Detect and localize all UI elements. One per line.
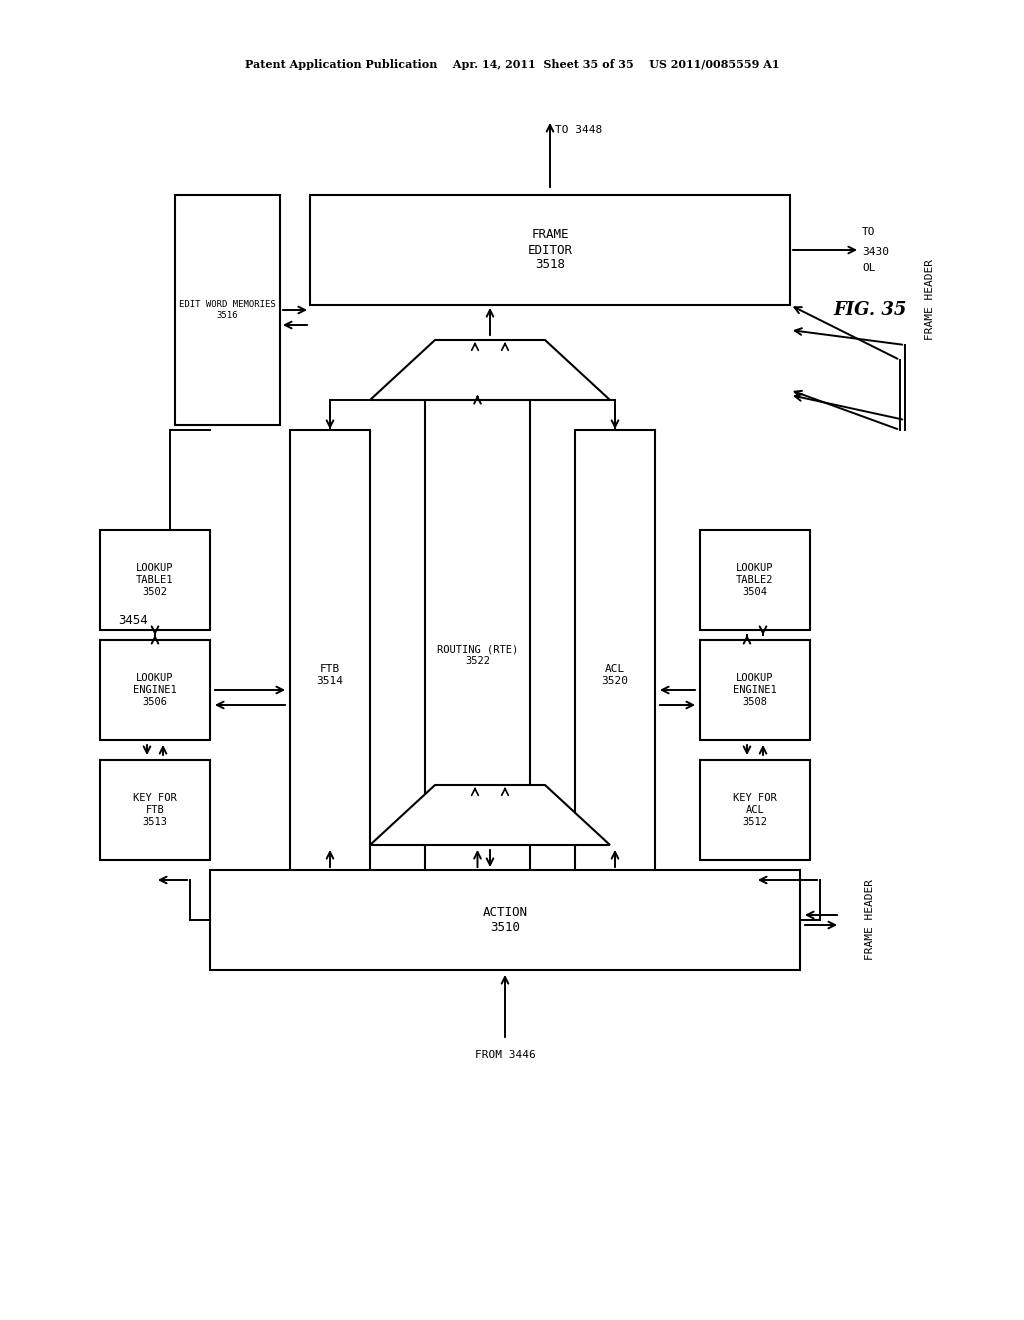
Text: KEY FOR
ACL
3512: KEY FOR ACL 3512 bbox=[733, 793, 777, 826]
Bar bbox=[100, 760, 210, 861]
Text: FTB
3514: FTB 3514 bbox=[316, 664, 343, 686]
Text: LOOKUP
TABLE1
3502: LOOKUP TABLE1 3502 bbox=[136, 564, 174, 597]
Bar bbox=[175, 195, 280, 425]
Bar bbox=[700, 760, 810, 861]
Text: 3430: 3430 bbox=[862, 247, 889, 257]
Bar bbox=[575, 430, 655, 920]
Bar bbox=[700, 640, 810, 741]
Text: KEY FOR
FTB
3513: KEY FOR FTB 3513 bbox=[133, 793, 177, 826]
Text: LOOKUP
ENGINE1
3506: LOOKUP ENGINE1 3506 bbox=[133, 673, 177, 706]
Text: EDIT WORD MEMORIES
3516: EDIT WORD MEMORIES 3516 bbox=[179, 300, 275, 319]
Text: FRAME HEADER: FRAME HEADER bbox=[925, 260, 935, 341]
Text: TO: TO bbox=[862, 227, 876, 238]
Text: OL: OL bbox=[862, 263, 876, 273]
Text: Patent Application Publication    Apr. 14, 2011  Sheet 35 of 35    US 2011/00855: Patent Application Publication Apr. 14, … bbox=[245, 59, 779, 70]
Polygon shape bbox=[370, 341, 610, 400]
Bar bbox=[700, 531, 810, 630]
Text: ROUTING (RTE)
3522: ROUTING (RTE) 3522 bbox=[437, 644, 518, 665]
Text: TO 3448: TO 3448 bbox=[555, 125, 602, 135]
Text: LOOKUP
ENGINE1
3508: LOOKUP ENGINE1 3508 bbox=[733, 673, 777, 706]
Bar bbox=[425, 389, 530, 920]
Text: FIG. 35: FIG. 35 bbox=[834, 301, 906, 319]
Polygon shape bbox=[370, 785, 610, 845]
Text: 3454: 3454 bbox=[118, 614, 148, 627]
Text: ACL
3520: ACL 3520 bbox=[601, 664, 629, 686]
Text: FRAME HEADER: FRAME HEADER bbox=[865, 879, 874, 961]
Bar bbox=[290, 430, 370, 920]
Text: FRAME
EDITOR
3518: FRAME EDITOR 3518 bbox=[527, 228, 572, 272]
Bar bbox=[100, 640, 210, 741]
Text: ACTION
3510: ACTION 3510 bbox=[482, 906, 527, 935]
Bar bbox=[210, 870, 800, 970]
Text: LOOKUP
TABLE2
3504: LOOKUP TABLE2 3504 bbox=[736, 564, 774, 597]
Text: FROM 3446: FROM 3446 bbox=[475, 1049, 536, 1060]
Bar bbox=[310, 195, 790, 305]
Bar bbox=[100, 531, 210, 630]
